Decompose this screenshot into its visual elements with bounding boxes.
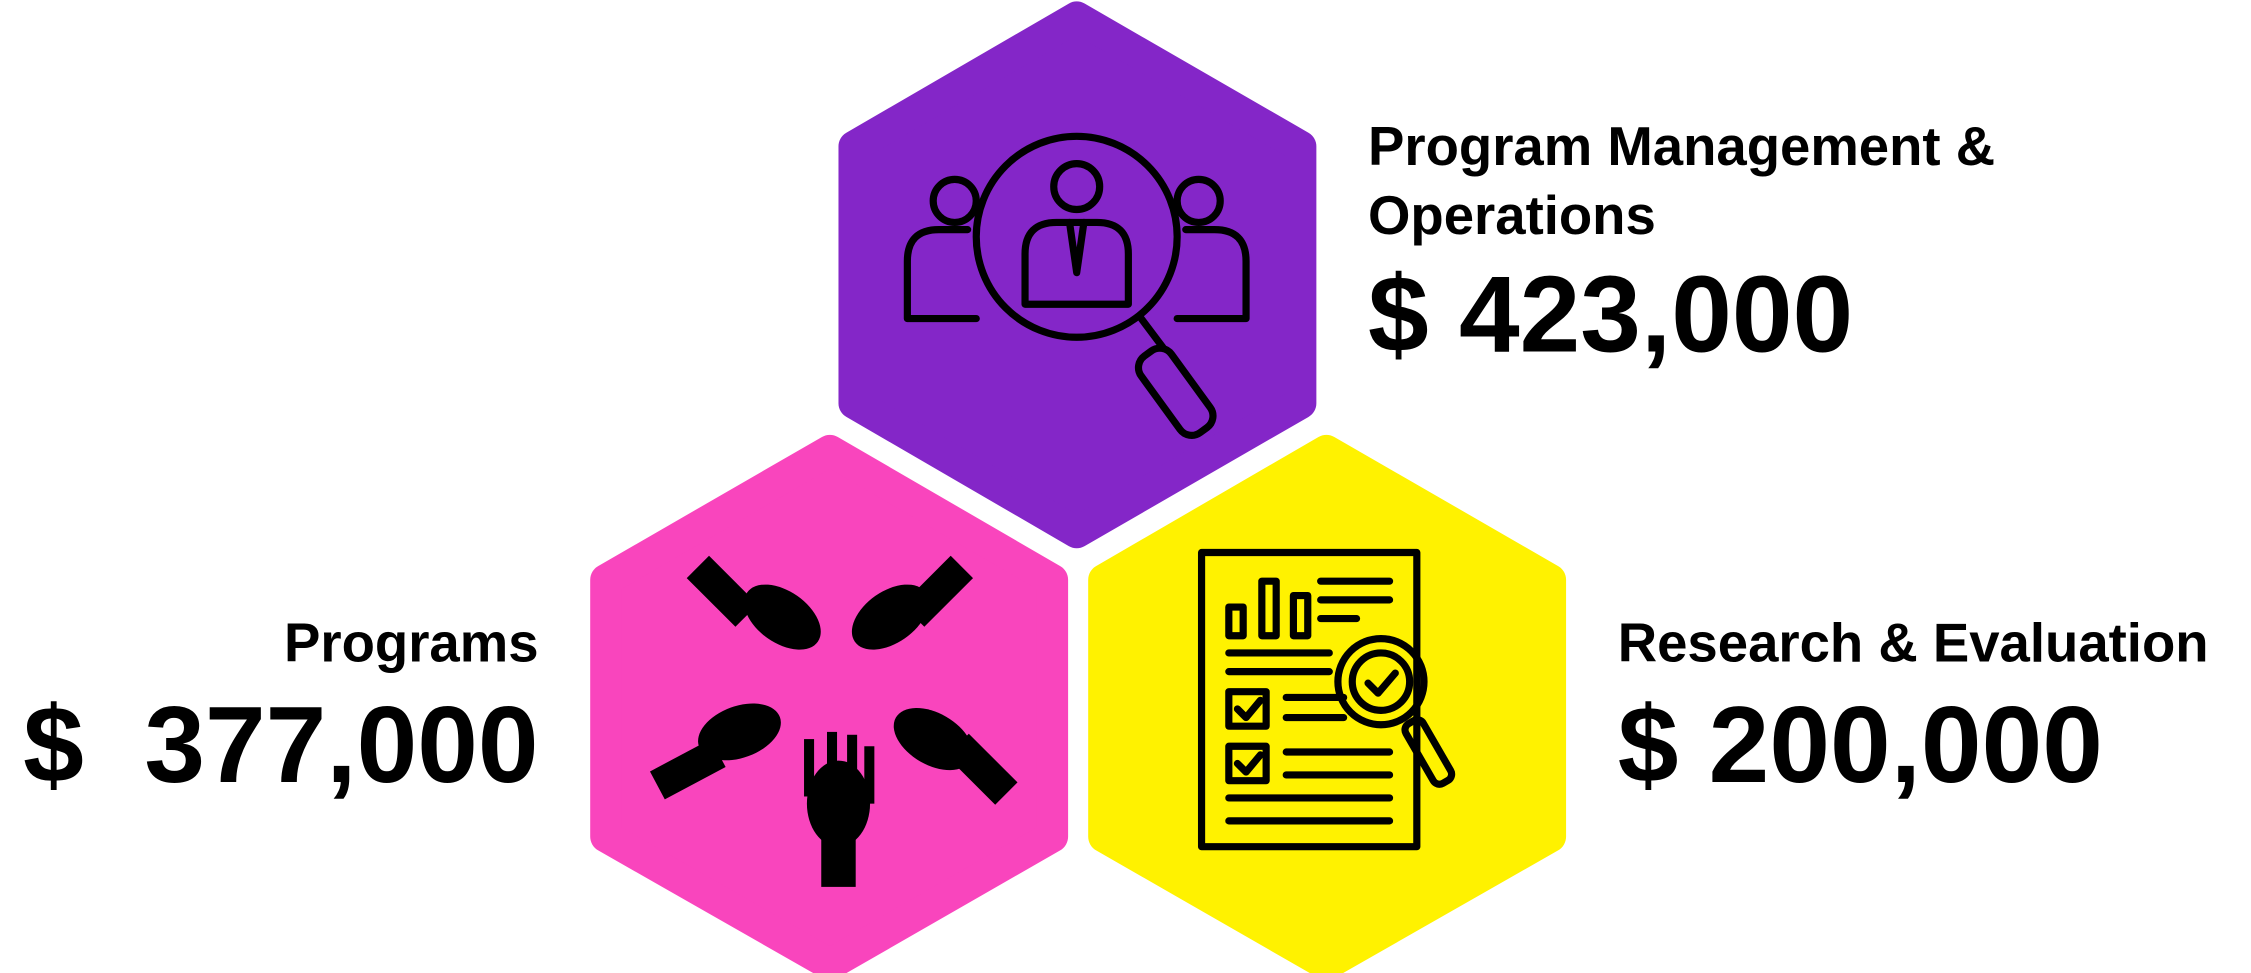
amount: $ 377,000 bbox=[23, 684, 538, 806]
label-line: Program Management & bbox=[1368, 116, 1995, 177]
icon-team-search bbox=[903, 132, 1250, 439]
amount: $ 423,000 bbox=[1368, 254, 1853, 376]
label-line: Programs bbox=[284, 613, 539, 674]
hexagon-pink bbox=[590, 434, 1069, 973]
label-line: Research & Evaluation bbox=[1618, 613, 2209, 674]
amount: $ 200,000 bbox=[1618, 684, 2103, 806]
hexagon-yellow bbox=[1088, 434, 1567, 973]
icon-report bbox=[1197, 548, 1456, 851]
icon-hands bbox=[649, 555, 1018, 887]
label-line: Operations bbox=[1368, 185, 1656, 246]
